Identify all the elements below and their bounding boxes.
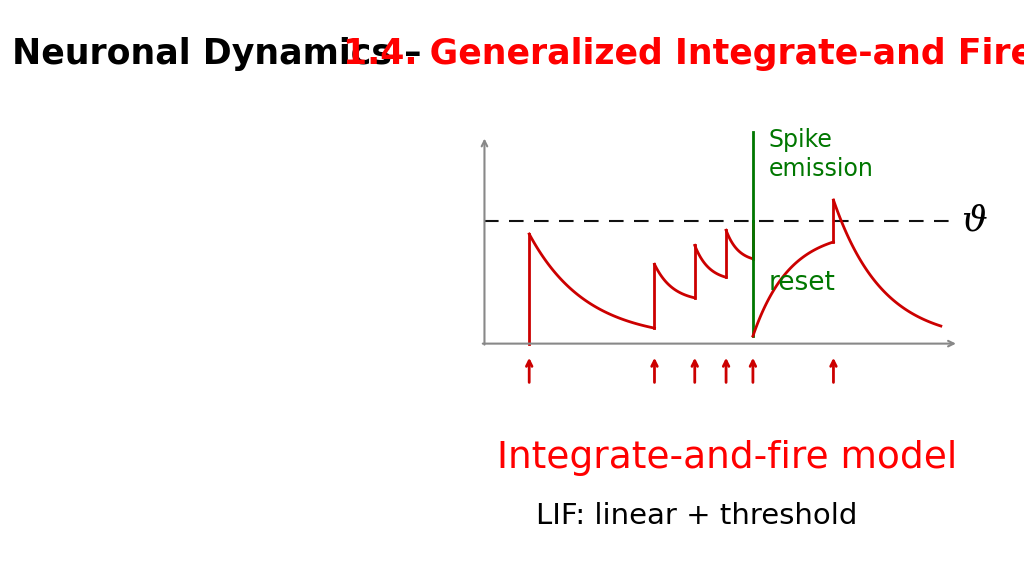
Text: Integrate-and-fire model: Integrate-and-fire model bbox=[497, 440, 957, 476]
Text: Neuronal Dynamics –: Neuronal Dynamics – bbox=[12, 37, 434, 71]
Text: Spike
emission: Spike emission bbox=[769, 128, 873, 181]
Text: reset: reset bbox=[769, 270, 836, 296]
Text: ϑ: ϑ bbox=[961, 204, 987, 238]
Text: LIF: linear + threshold: LIF: linear + threshold bbox=[536, 502, 857, 529]
Text: 1.4. Generalized Integrate-and Fire: 1.4. Generalized Integrate-and Fire bbox=[343, 37, 1024, 71]
